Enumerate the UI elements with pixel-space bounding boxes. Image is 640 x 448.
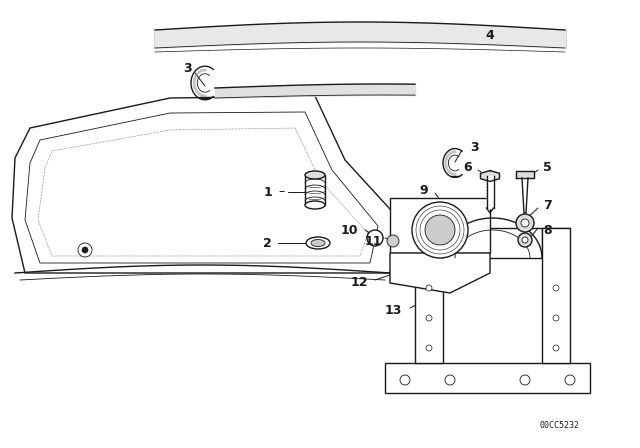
Circle shape <box>78 243 92 257</box>
Circle shape <box>426 285 432 291</box>
Circle shape <box>426 345 432 351</box>
Text: 8: 8 <box>543 224 552 237</box>
Circle shape <box>553 315 559 321</box>
Text: 11: 11 <box>365 234 382 247</box>
Circle shape <box>521 219 529 227</box>
Text: 4: 4 <box>485 29 493 42</box>
Circle shape <box>387 235 399 247</box>
Text: 7: 7 <box>543 198 552 211</box>
Circle shape <box>400 375 410 385</box>
Text: 3: 3 <box>184 61 192 74</box>
Text: –: – <box>278 185 284 198</box>
Polygon shape <box>516 171 534 178</box>
Text: 9: 9 <box>419 184 428 197</box>
Circle shape <box>82 247 88 253</box>
Circle shape <box>520 375 530 385</box>
Ellipse shape <box>305 201 325 209</box>
Circle shape <box>522 237 528 243</box>
Ellipse shape <box>305 171 325 179</box>
Circle shape <box>412 202 468 258</box>
Text: 6: 6 <box>463 160 472 173</box>
Ellipse shape <box>311 240 325 246</box>
Polygon shape <box>12 96 400 273</box>
Polygon shape <box>390 253 490 293</box>
Circle shape <box>516 214 534 232</box>
Polygon shape <box>542 228 570 363</box>
Circle shape <box>426 315 432 321</box>
Polygon shape <box>486 176 493 208</box>
Text: 3: 3 <box>470 141 479 154</box>
Polygon shape <box>385 363 590 393</box>
Polygon shape <box>415 228 443 363</box>
Circle shape <box>367 230 383 246</box>
Text: 13: 13 <box>385 305 402 318</box>
Circle shape <box>518 233 532 247</box>
Text: 5: 5 <box>543 160 552 173</box>
Text: 00CC5232: 00CC5232 <box>540 421 580 430</box>
Circle shape <box>565 375 575 385</box>
Polygon shape <box>305 175 325 205</box>
Text: 10: 10 <box>340 224 358 237</box>
Polygon shape <box>522 178 528 213</box>
Text: 2: 2 <box>263 237 272 250</box>
Circle shape <box>553 345 559 351</box>
Text: 1: 1 <box>263 185 272 198</box>
Ellipse shape <box>306 237 330 249</box>
Circle shape <box>553 285 559 291</box>
Circle shape <box>425 215 455 245</box>
Text: 12: 12 <box>351 276 368 289</box>
Polygon shape <box>390 198 490 253</box>
Polygon shape <box>481 171 500 181</box>
Circle shape <box>445 375 455 385</box>
